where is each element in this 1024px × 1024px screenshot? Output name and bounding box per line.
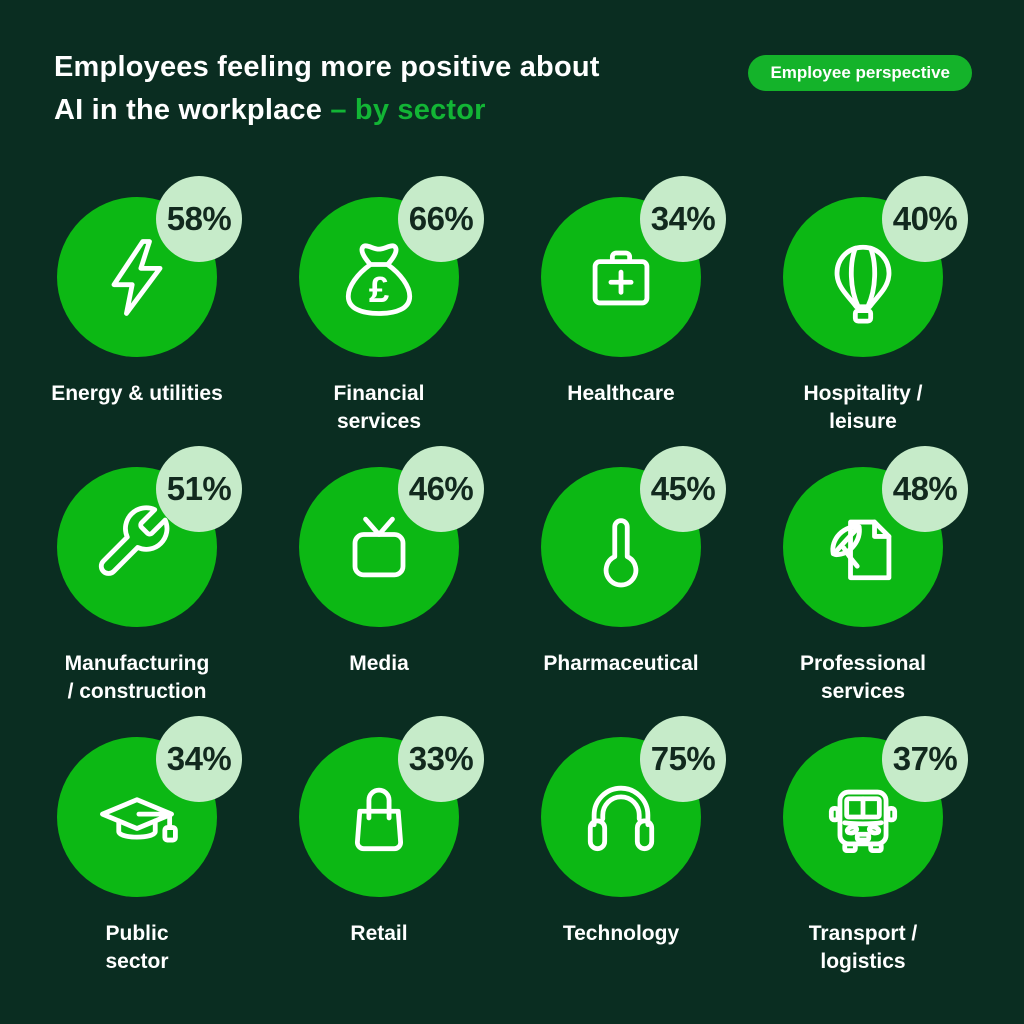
sector-bubble: 40% bbox=[783, 176, 968, 357]
thermometer-icon bbox=[603, 518, 639, 588]
sector-card-healthcare: 34% Healthcare bbox=[500, 176, 742, 446]
sector-label: Technology bbox=[562, 922, 680, 945]
sector-label: Manufacturing / construction bbox=[64, 652, 210, 703]
sector-card-manufacturing-construction: 51% Manufacturing / construction bbox=[16, 446, 258, 716]
percent-badge: 48% bbox=[882, 446, 968, 532]
pound-symbol: £ bbox=[369, 269, 389, 310]
page-header: Employees feeling more positive about AI… bbox=[54, 46, 600, 132]
percent-value: 34% bbox=[166, 740, 232, 777]
sector-bubble: 37% bbox=[783, 716, 968, 897]
lightning-icon bbox=[111, 239, 163, 316]
sector-card-professional-services: 48% Professional services bbox=[742, 446, 984, 716]
shopping-bag-icon bbox=[355, 787, 403, 852]
percent-value: 51% bbox=[166, 470, 232, 507]
sector-bubble: 46% bbox=[299, 446, 484, 627]
medical-case-icon bbox=[592, 250, 650, 306]
sector-card-financial-services: £ 66% Financial services bbox=[258, 176, 500, 446]
percent-value: 34% bbox=[650, 200, 716, 237]
graduation-cap-icon bbox=[100, 797, 178, 843]
bus-icon bbox=[828, 789, 898, 853]
sector-label: Hospitality / leisure bbox=[803, 382, 923, 433]
wrench-icon bbox=[98, 505, 170, 576]
sector-bubble: 34% bbox=[541, 176, 726, 357]
sector-bubble: 34% bbox=[57, 716, 242, 897]
percent-value: 37% bbox=[892, 740, 958, 777]
title-line-1: Employees feeling more positive about bbox=[54, 51, 600, 83]
percent-value: 58% bbox=[166, 200, 232, 237]
percent-badge: 33% bbox=[398, 716, 484, 802]
tv-icon bbox=[352, 516, 406, 578]
sector-label: Professional services bbox=[799, 652, 927, 703]
percent-value: 75% bbox=[650, 740, 716, 777]
percent-value: 46% bbox=[408, 470, 474, 507]
percent-badge: 45% bbox=[640, 446, 726, 532]
sector-label: Media bbox=[349, 652, 409, 675]
percent-badge: 40% bbox=[882, 176, 968, 262]
sector-card-pharmaceutical: 45% Pharmaceutical bbox=[500, 446, 742, 716]
sector-bubble: 51% bbox=[57, 446, 242, 627]
sector-card-hospitality-leisure: 40% Hospitality / leisure bbox=[742, 176, 984, 446]
sector-label: Retail bbox=[350, 922, 408, 945]
percent-badge: 75% bbox=[640, 716, 726, 802]
percent-value: 66% bbox=[408, 200, 474, 237]
percent-value: 33% bbox=[408, 740, 474, 777]
percent-badge: 34% bbox=[640, 176, 726, 262]
percent-badge: 37% bbox=[882, 716, 968, 802]
percent-badge: 34% bbox=[156, 716, 242, 802]
sector-card-media: 46% Media bbox=[258, 446, 500, 716]
percent-badge: 58% bbox=[156, 176, 242, 262]
sector-card-public-sector: 34% Public sector bbox=[16, 716, 258, 986]
sector-bubble: £ 66% bbox=[299, 176, 484, 357]
quill-document-icon bbox=[830, 519, 892, 581]
sector-label: Public sector bbox=[105, 922, 169, 973]
percent-badge: 51% bbox=[156, 446, 242, 532]
headphones-icon bbox=[587, 785, 655, 852]
percent-value: 40% bbox=[892, 200, 958, 237]
money-bag-icon: £ bbox=[345, 243, 413, 316]
sector-label: Pharmaceutical bbox=[543, 652, 699, 675]
sector-card-transport-logistics: 37% Transport / logistics bbox=[742, 716, 984, 986]
percent-badge: 46% bbox=[398, 446, 484, 532]
sector-bubble: 48% bbox=[783, 446, 968, 627]
sector-bubble: 45% bbox=[541, 446, 726, 627]
hot-air-balloon-icon bbox=[834, 244, 892, 324]
sector-label: Healthcare bbox=[567, 382, 675, 405]
sector-bubble: 33% bbox=[299, 716, 484, 897]
sector-bubble: 75% bbox=[541, 716, 726, 897]
sector-card-retail: 33% Retail bbox=[258, 716, 500, 986]
sector-label: Financial services bbox=[333, 382, 425, 433]
sector-label: Transport / logistics bbox=[808, 922, 918, 973]
percent-badge: 66% bbox=[398, 176, 484, 262]
page-title: Employees feeling more positive about AI… bbox=[54, 46, 600, 132]
sector-bubble: 58% bbox=[57, 176, 242, 357]
percent-value: 45% bbox=[650, 470, 716, 507]
sector-grid: 58% Energy & utilities £ 66% Financial s… bbox=[16, 176, 984, 986]
badge-label: Employee perspective bbox=[770, 63, 950, 82]
sector-card-energy-utilities: 58% Energy & utilities bbox=[16, 176, 258, 446]
title-line-2: AI in the workplace – by sector bbox=[54, 94, 486, 126]
sector-card-technology: 75% Technology bbox=[500, 716, 742, 986]
sector-circle bbox=[57, 737, 217, 897]
title-accent: – by sector bbox=[330, 94, 486, 126]
sector-label: Energy & utilities bbox=[51, 382, 223, 405]
percent-value: 48% bbox=[892, 470, 958, 507]
employee-perspective-badge: Employee perspective bbox=[748, 55, 972, 91]
